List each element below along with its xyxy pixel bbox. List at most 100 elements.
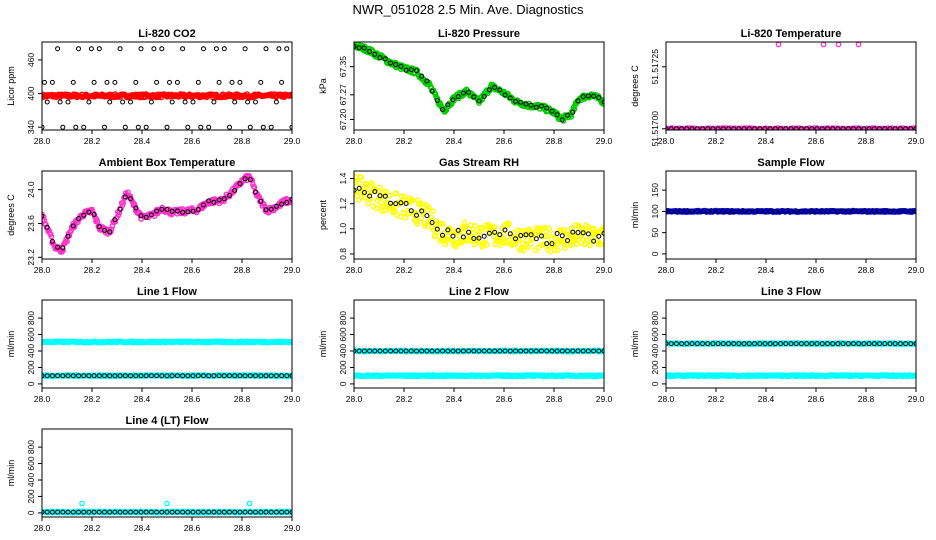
plot-area (354, 42, 604, 124)
series-2-5-min-ave (42, 373, 292, 379)
data-point (460, 234, 466, 240)
data-point (793, 126, 799, 130)
data-point (492, 348, 498, 354)
data-point (887, 341, 893, 347)
x-tick-label: 28.0 (34, 394, 51, 404)
data-point (174, 79, 180, 85)
data-point (185, 124, 191, 130)
data-point (897, 126, 903, 130)
data-point (148, 509, 154, 515)
y-axis-label: percent (318, 199, 328, 230)
data-point (554, 112, 560, 118)
data-point (288, 92, 292, 99)
data-point (726, 341, 731, 347)
x-tick-label: 28.2 (84, 265, 101, 275)
data-point (565, 238, 570, 243)
x-tick-label: 29.0 (908, 265, 925, 275)
x-tick-label: 28.4 (758, 394, 775, 404)
data-point (73, 124, 79, 130)
data-point (788, 208, 794, 214)
data-point (736, 208, 742, 214)
data-point (363, 181, 370, 188)
data-point (573, 241, 580, 248)
data-point (276, 46, 282, 52)
data-point (486, 348, 492, 354)
x-tick-label: 28.2 (708, 136, 725, 146)
data-point (767, 341, 773, 347)
x-tick-label: 28.4 (446, 394, 463, 404)
data-point (601, 348, 604, 354)
data-point (575, 98, 581, 104)
data-point (159, 206, 165, 212)
y-tick-label: 67.35 (338, 56, 348, 78)
data-point (483, 241, 490, 248)
data-point (778, 126, 784, 130)
data-point (44, 224, 50, 230)
data-point (720, 341, 726, 347)
data-point (825, 126, 830, 130)
data-point (354, 187, 357, 193)
series-outliers (79, 500, 253, 507)
data-point (596, 233, 602, 239)
data-point (788, 126, 794, 130)
data-point (851, 126, 856, 130)
data-point (502, 227, 508, 233)
y-tick-label: 400 (26, 473, 36, 487)
data-point (871, 126, 877, 130)
data-point (128, 373, 133, 379)
data-point (866, 126, 872, 130)
data-point (877, 208, 882, 214)
data-point (190, 509, 196, 515)
data-point (710, 208, 716, 214)
data-point (757, 126, 763, 130)
data-point (112, 509, 118, 515)
data-point (908, 208, 914, 214)
data-point (148, 99, 154, 105)
data-point (195, 509, 201, 515)
data-point (793, 341, 799, 347)
outlier-point (855, 42, 862, 48)
data-point (377, 193, 383, 199)
x-tick-label: 28.0 (34, 136, 51, 146)
y-tick-label: 24.0 (26, 181, 36, 198)
data-point (913, 126, 916, 130)
data-point (102, 227, 107, 233)
data-point (694, 208, 700, 214)
y-tick-label: 51.51725 (650, 49, 660, 85)
x-tick-label: 28.2 (708, 265, 725, 275)
data-point (546, 225, 553, 232)
y-tick-label: 51.51700 (650, 111, 660, 147)
data-point (419, 348, 425, 354)
data-point (60, 124, 66, 130)
data-point (840, 126, 846, 130)
data-point (455, 348, 461, 354)
panel-li-820-co2: Li-820 CO2 Licor ppm 28.0 28.2 28.4 28.6 28.8 2… (6, 28, 301, 146)
data-point (408, 67, 414, 73)
data-point (159, 46, 165, 52)
series-2-5-min-ave (666, 208, 916, 214)
data-point (585, 348, 591, 354)
data-point (57, 99, 63, 105)
data-point (486, 221, 493, 228)
data-point (440, 232, 445, 238)
data-point (798, 126, 804, 130)
data-point (596, 95, 602, 101)
data-point (356, 180, 363, 187)
data-point (549, 241, 555, 247)
series-raw (42, 172, 292, 255)
data-point (195, 207, 201, 212)
panel-li-820-pressure: Li-820 Pressure kPa 28.0 28.2 28.4 28.6 28.8 29… (318, 28, 613, 146)
plot-area (42, 46, 292, 130)
data-point (528, 232, 534, 238)
plot-frame (41, 170, 293, 260)
data-point (757, 341, 763, 347)
plot-area (666, 207, 916, 215)
data-point (393, 62, 399, 68)
data-point (117, 46, 123, 52)
data-point (289, 509, 292, 515)
data-point (580, 94, 586, 100)
data-point (143, 509, 149, 515)
y-axis-label: ml/min (6, 460, 16, 487)
data-point (122, 509, 128, 515)
x-tick-label: 28.0 (34, 523, 51, 533)
